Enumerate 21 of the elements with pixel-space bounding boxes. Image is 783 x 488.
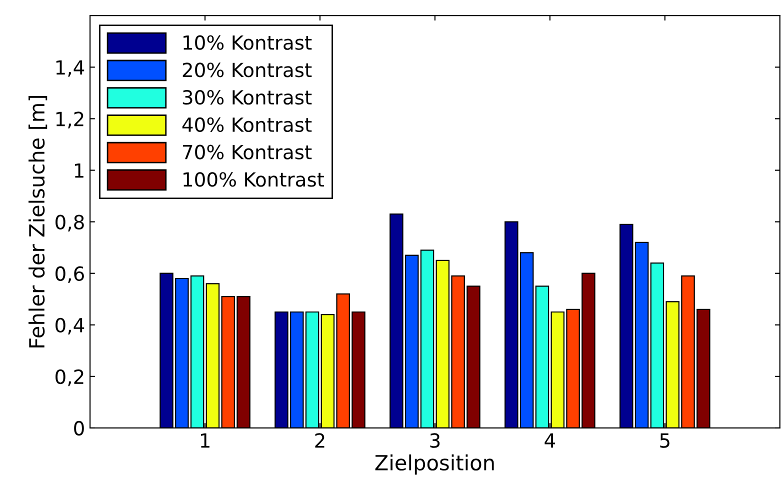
legend-label: 20% Kontrast [182, 62, 312, 78]
x-axis-title: Zielposition [375, 454, 494, 475]
legend-label: 10% Kontrast [184, 35, 312, 50]
y-tick-label: 0,4 [56, 318, 84, 335]
y-tick-label: 0,2 [56, 369, 84, 386]
y-tick-label: 1,4 [56, 60, 84, 77]
x-tick-label: 3 [430, 433, 440, 448]
y-tick-label: 0 [74, 420, 84, 436]
x-tick-label: 1 [200, 433, 210, 448]
y-axis-title: Fehler der Zielsuche [m] [28, 96, 48, 348]
legend-label: 100% Kontrast [184, 172, 324, 187]
y-tick-label: 1 [74, 163, 84, 178]
x-tick-label: 2 [315, 433, 324, 448]
x-tick-label: 5 [660, 433, 670, 448]
legend-label: 70% Kontrast [183, 144, 312, 160]
x-tick-label: 4 [544, 433, 556, 448]
y-tick-label: 1,2 [56, 112, 84, 128]
y-tick-label: 0,6 [56, 266, 84, 283]
y-tick-label: 0,8 [56, 214, 84, 232]
legend-label: 30% Kontrast [182, 90, 312, 105]
legend-label: 40% Kontrast [182, 117, 312, 132]
